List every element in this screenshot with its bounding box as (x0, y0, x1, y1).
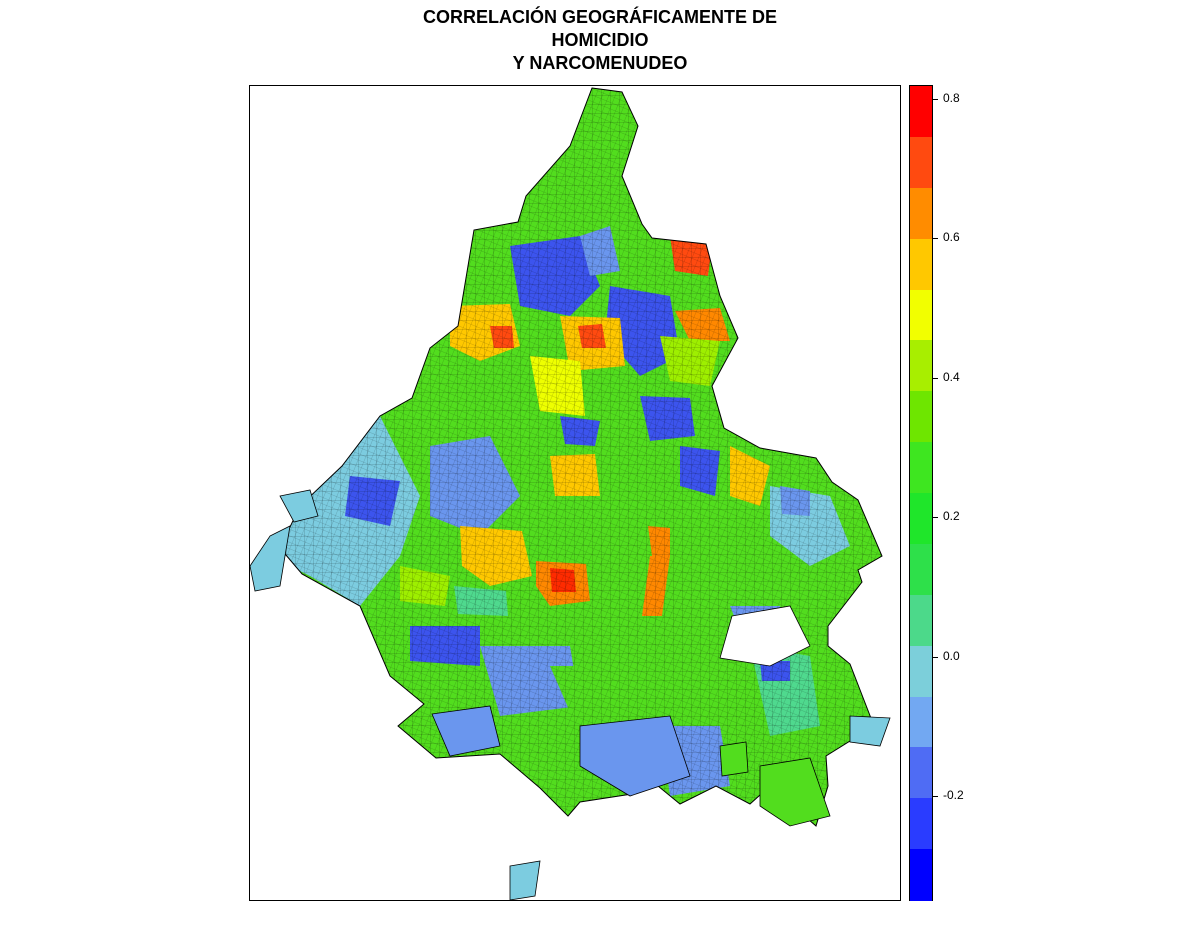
legend-tick-label: 0.8 (943, 90, 960, 105)
legend-band (910, 747, 932, 799)
legend-band (910, 696, 932, 748)
title-line-3: Y NARCOMENUDEO (512, 53, 688, 73)
legend-tick-label: 0.4 (943, 369, 960, 384)
choropleth-map-frame (249, 85, 901, 901)
legend-tick-label: 0.0 (943, 648, 960, 663)
unmapped-area (719, 605, 811, 667)
legend-tick-mark (933, 656, 938, 658)
fragment-south-4 (759, 757, 831, 827)
legend-tick-mark (933, 377, 938, 379)
fragment-south-3 (719, 741, 749, 777)
fragment-south-1 (431, 705, 501, 757)
title-line-1: CORRELACIÓN GEOGRÁFICAMENTE DE (422, 7, 777, 27)
legend-band (910, 289, 932, 341)
color-scale-bar (909, 85, 933, 901)
legend-band (910, 798, 932, 850)
legend-band (910, 645, 932, 697)
legend-tick-label: 0.6 (943, 230, 960, 245)
choropleth-map (250, 87, 891, 900)
legend-tick-label: -0.2 (943, 788, 964, 803)
legend-band (910, 238, 932, 290)
legend-tick-mark (933, 238, 938, 240)
legend-tick-mark (933, 98, 938, 100)
fragment-west (250, 525, 291, 592)
region-boundaries-fine (280, 88, 882, 826)
legend-band (910, 86, 932, 138)
fragment-bottom (509, 860, 541, 900)
map-title: CORRELACIÓN GEOGRÁFICAMENTE DE HOMICIDIO… (0, 6, 1200, 75)
legend-band (910, 340, 932, 392)
fragment-south-2 (579, 715, 691, 797)
legend-band (910, 391, 932, 443)
legend-band (910, 493, 932, 545)
legend-band (910, 543, 932, 596)
fragment-southeast (849, 715, 891, 747)
color-scale-axis: 0.8 0.6 0.4 0.2 0.0 -0.2 (933, 85, 993, 901)
fragment-west-2 (279, 489, 319, 523)
title-line-2: HOMICIDIO (551, 30, 649, 50)
legend-band (910, 136, 932, 189)
legend-band (910, 187, 932, 240)
legend-band (910, 442, 932, 494)
legend-tick-label: 0.2 (943, 509, 960, 524)
legend-band (910, 594, 932, 647)
legend-tick-mark (933, 796, 938, 798)
legend-tick-mark (933, 517, 938, 519)
legend-band (910, 849, 932, 901)
